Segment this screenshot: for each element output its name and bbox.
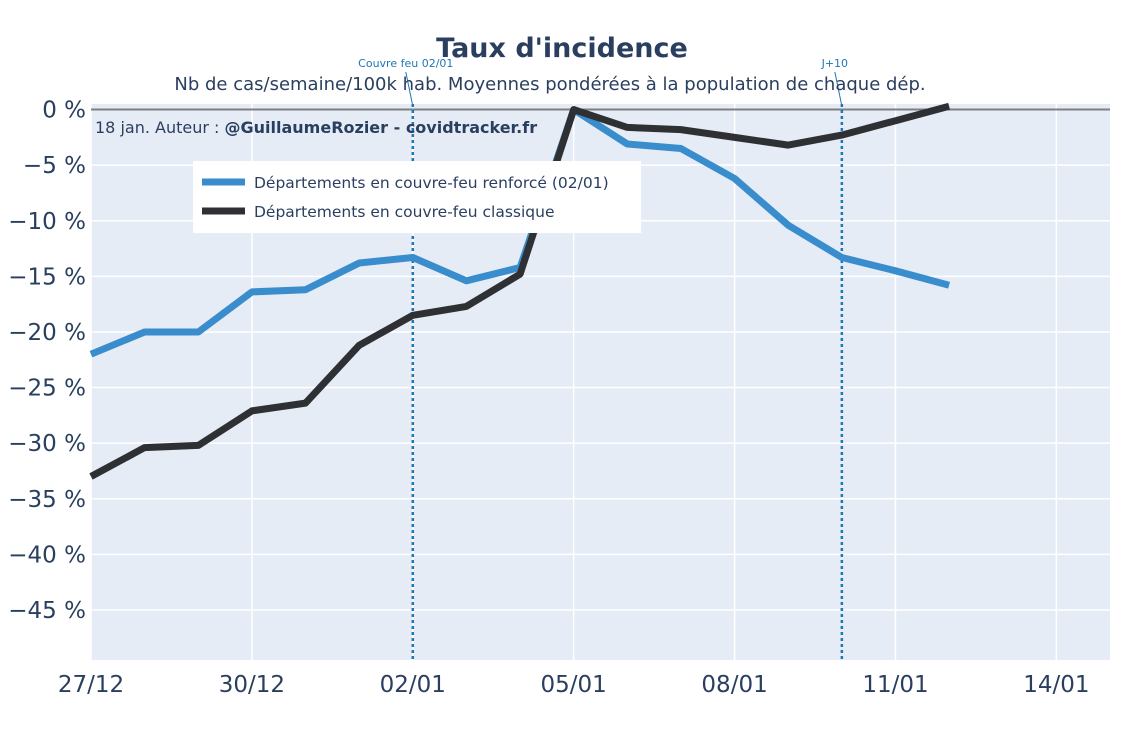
y-tick-label: −30 % (8, 431, 86, 457)
annotation-label: Couvre feu 02/01 (358, 57, 453, 70)
y-tick-label: −25 % (8, 376, 86, 402)
author-note-handle: @GuillaumeRozier - covidtracker.fr (225, 118, 538, 137)
annotation-arrow (405, 71, 414, 107)
y-tick-label: −15 % (8, 264, 86, 290)
axes: 0 % −5 % −10 % −15 % −20 % −25 % −30 % −35 % −40… (8, 98, 1089, 698)
annotation-labels: Couvre feu 02/01 J+10 (358, 57, 848, 107)
annotation-label: J+10 (821, 57, 848, 70)
series-line (89, 102, 951, 480)
x-tick-label: 11/01 (862, 672, 928, 698)
y-tick-label: −35 % (8, 487, 86, 513)
y-tick-label: −40 % (8, 542, 86, 568)
chart-subtitle: Nb de cas/semaine/100k hab. Moyennes pon… (174, 74, 925, 95)
y-tick-label: 0 % (42, 98, 86, 124)
x-tick-label: 02/01 (380, 672, 446, 698)
y-tick-label: −10 % (8, 209, 86, 235)
author-note: 18 jan. Auteur : @GuillaumeRozier - covi… (95, 118, 537, 137)
x-tick-label: 08/01 (701, 672, 767, 698)
legend: Départements en couvre-feu renforcé (02/… (193, 161, 641, 233)
x-tick-label: 14/01 (1023, 672, 1089, 698)
annotation-arrow (834, 71, 843, 107)
x-tick-label: 27/12 (58, 672, 124, 698)
legend-box (193, 161, 641, 233)
x-tick-label: 05/01 (541, 672, 607, 698)
legend-label: Départements en couvre-feu renforcé (02/… (254, 174, 609, 192)
chart-title: Taux d'incidence (436, 33, 688, 64)
series-lines (89, 102, 951, 480)
x-tick-label: 30/12 (219, 672, 285, 698)
author-note-prefix: 18 jan. Auteur : (95, 118, 225, 137)
y-tick-label: −5 % (23, 153, 86, 179)
y-tick-label: −45 % (8, 598, 86, 624)
y-tick-label: −20 % (8, 320, 86, 346)
legend-label: Départements en couvre-feu classique (254, 203, 555, 221)
